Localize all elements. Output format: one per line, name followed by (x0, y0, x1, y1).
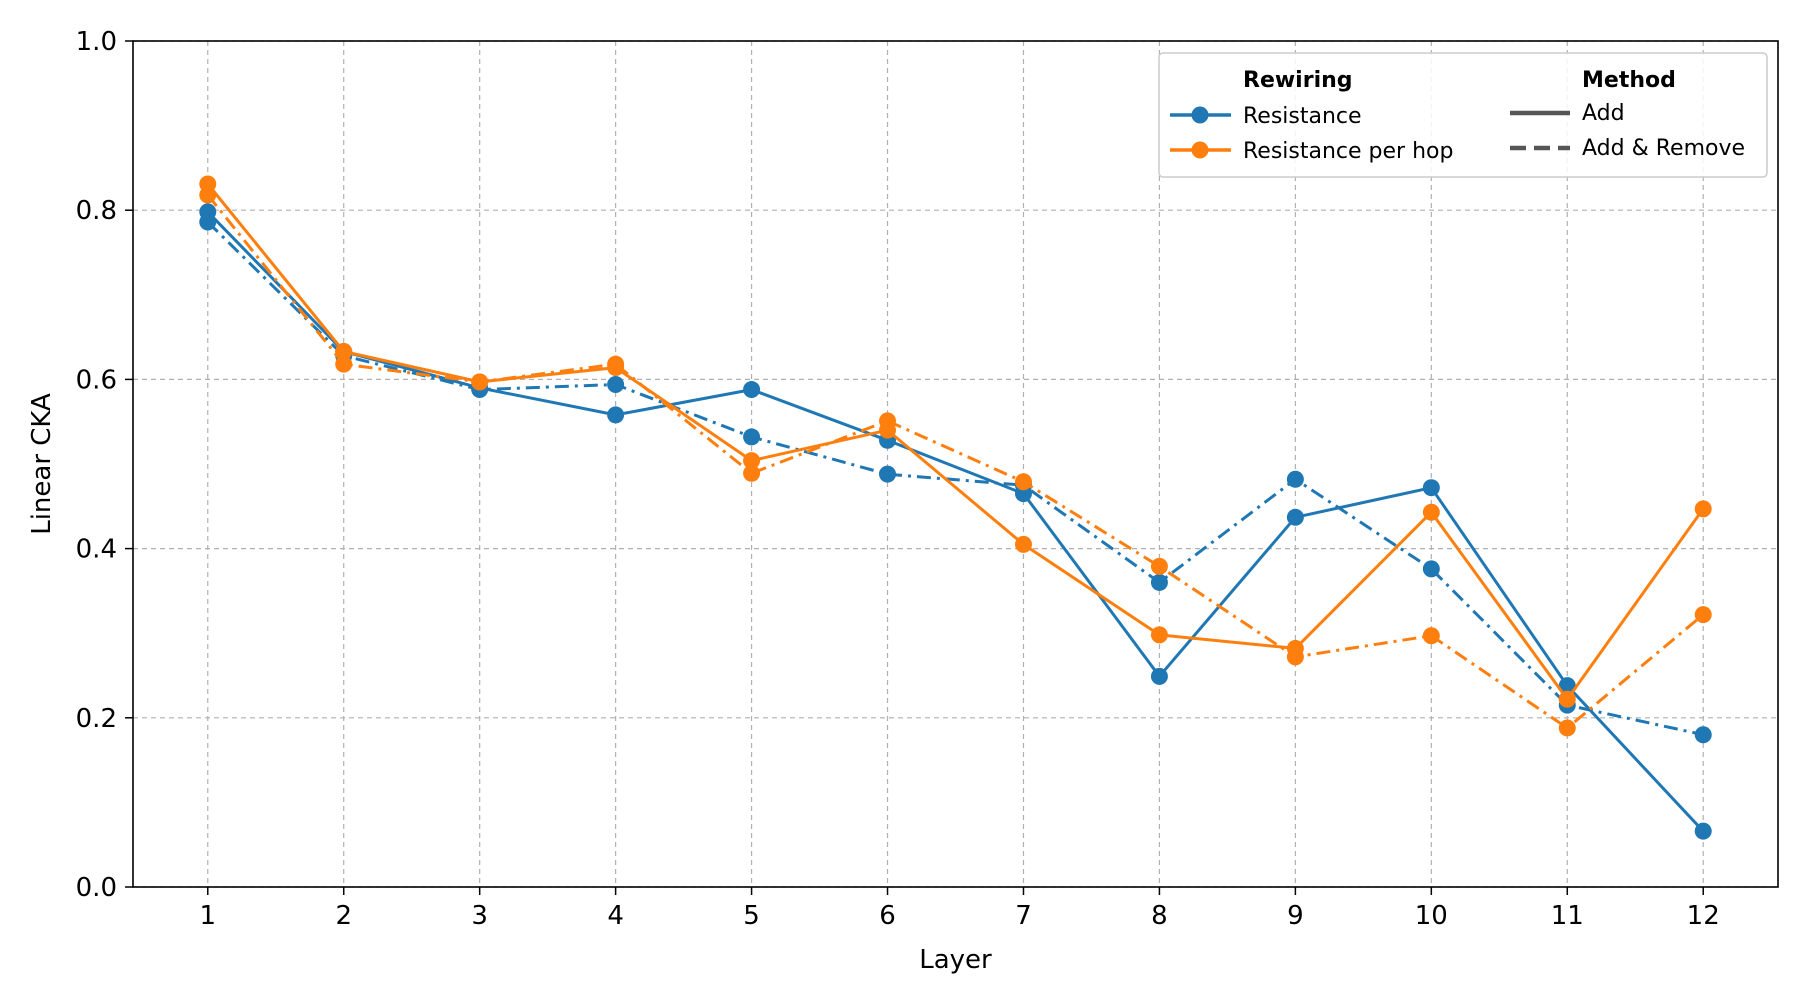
data-point (1422, 503, 1440, 521)
legend-resistance-marker (1191, 106, 1209, 124)
legend-rewiring-title: Rewiring (1243, 68, 1353, 93)
data-point (607, 406, 625, 424)
data-point (743, 464, 761, 482)
y-tick-label: 0.4 (76, 535, 117, 565)
data-point (335, 342, 353, 360)
data-point (879, 465, 897, 483)
y-tick-label: 1.0 (76, 27, 117, 57)
y-tick-label: 0.2 (76, 704, 117, 734)
x-tick-label: 6 (879, 901, 896, 931)
data-point (1150, 557, 1168, 575)
legend-box (1158, 52, 1768, 178)
x-tick-label: 12 (1687, 901, 1720, 931)
data-point (607, 375, 625, 393)
x-tick-label: 10 (1415, 901, 1448, 931)
data-point (879, 412, 897, 430)
data-point (1694, 500, 1712, 518)
y-tick-label: 0.6 (76, 365, 117, 395)
series-layer (199, 175, 1712, 840)
data-point (1558, 690, 1576, 708)
legend-resistance-per-hop-label: Resistance per hop (1243, 139, 1453, 164)
data-point (1150, 667, 1168, 685)
y-tick-label: 0.0 (76, 873, 117, 903)
legend-method-title: Method (1582, 68, 1676, 93)
data-point (471, 373, 489, 391)
series-3 (199, 186, 1712, 737)
x-tick-label: 1 (199, 901, 216, 931)
axes-layer: 1 2 3 4 5 6 7 8 9 10 11 120.00.20.40.60.81.0 (76, 27, 1779, 931)
legend-add-remove-label: Add & Remove (1582, 136, 1745, 161)
x-axis-label: Layer (919, 945, 992, 975)
data-point (607, 355, 625, 373)
series-2 (199, 175, 1712, 708)
data-point (1558, 719, 1576, 737)
series-line (206, 220, 1704, 737)
data-point (743, 428, 761, 446)
x-tick-label: 8 (1151, 901, 1168, 931)
data-point (335, 355, 353, 373)
data-point (743, 381, 761, 399)
data-point (1558, 677, 1576, 695)
data-point (199, 213, 217, 231)
legend-add-label: Add (1582, 101, 1625, 126)
legend-resistance-per-hop-marker (1191, 141, 1209, 159)
y-axis-label: Linear CKA (27, 393, 57, 535)
series-line (206, 210, 1705, 833)
data-point (1014, 535, 1032, 553)
x-tick-label: 11 (1551, 901, 1584, 931)
data-point (1422, 627, 1440, 645)
data-point (1422, 479, 1440, 497)
data-point (1286, 648, 1304, 666)
x-tick-label: 9 (1287, 901, 1304, 931)
data-point (1150, 626, 1168, 644)
x-tick-label: 7 (1015, 901, 1032, 931)
legend: Rewiring Method Resistance Resistance pe… (1158, 52, 1768, 178)
legend-resistance-label: Resistance (1243, 104, 1362, 129)
data-point (1014, 473, 1032, 491)
data-point (1694, 606, 1712, 624)
data-point (199, 186, 217, 204)
data-point (1286, 508, 1304, 526)
y-tick-label: 0.8 (76, 196, 117, 226)
data-point (743, 452, 761, 470)
series-1 (199, 213, 1712, 744)
series-line (206, 194, 1705, 730)
data-point (1694, 726, 1712, 744)
x-tick-label: 3 (471, 901, 488, 931)
series-0 (199, 203, 1712, 840)
x-tick-label: 2 (335, 901, 352, 931)
data-point (1286, 470, 1304, 488)
x-tick-label: 4 (607, 901, 624, 931)
data-point (1694, 822, 1712, 840)
data-point (1422, 560, 1440, 578)
plot-frame (132, 40, 1779, 888)
series-line (206, 183, 1705, 701)
x-tick-label: 5 (743, 901, 760, 931)
data-point (1150, 573, 1168, 591)
